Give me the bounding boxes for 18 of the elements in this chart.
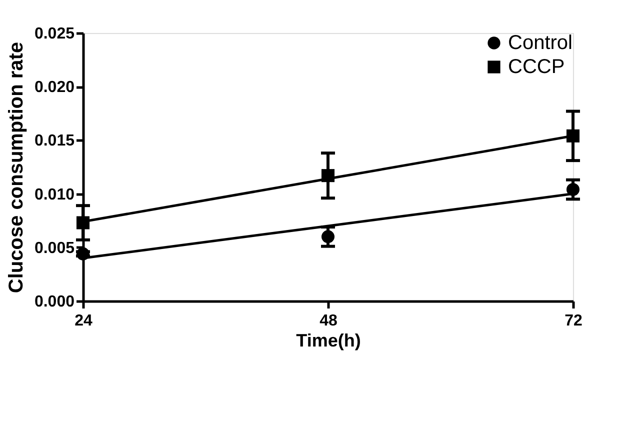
y-tick-label: 0.020 xyxy=(34,79,75,96)
y-tick-label: 0.010 xyxy=(34,186,75,204)
point xyxy=(76,216,90,230)
y-tick-label: 0.005 xyxy=(34,240,75,257)
y-tick-label: 0.015 xyxy=(34,132,75,150)
legend-label: CCCP xyxy=(508,56,565,78)
point xyxy=(321,230,335,244)
x-tick-label: 72 xyxy=(564,312,582,330)
point xyxy=(566,183,580,196)
point xyxy=(76,247,90,260)
legend-label: Control xyxy=(508,32,572,54)
x-axis-title: Time(h) xyxy=(296,330,361,350)
x-tick-label: 48 xyxy=(320,312,338,330)
point xyxy=(566,129,580,142)
y-tick-label: 0.000 xyxy=(34,294,75,310)
y-tick-label: 0.025 xyxy=(34,26,75,42)
x-tick-label: 24 xyxy=(74,312,92,330)
y-axis-title: Clucose consumption rate xyxy=(5,42,28,294)
